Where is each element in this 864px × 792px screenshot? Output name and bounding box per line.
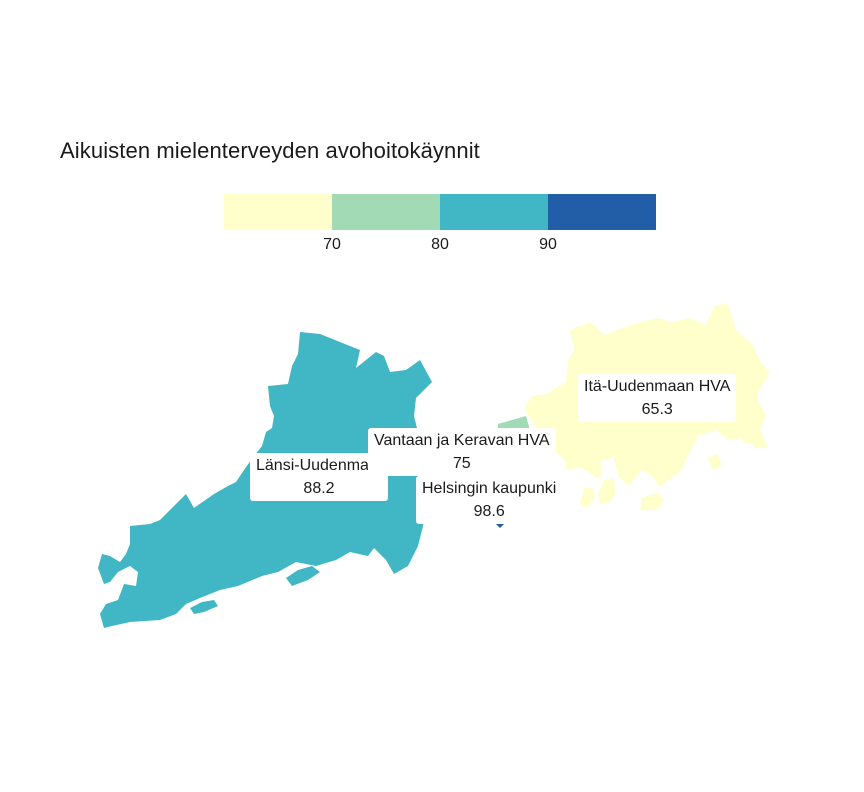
label-ita-uusimaa-name: Itä-Uudenmaan HVA bbox=[584, 378, 731, 395]
legend-tick-90: 90 bbox=[539, 236, 557, 253]
label-ita-uusimaa: Itä-Uudenmaan HVA 65.3 bbox=[578, 374, 737, 422]
label-helsinki-value: 98.6 bbox=[473, 503, 505, 520]
legend-ticks: 70 80 90 bbox=[224, 236, 656, 258]
island-ita-2 bbox=[580, 488, 594, 508]
island-lansi-1 bbox=[286, 566, 320, 586]
island-lansi-2 bbox=[190, 600, 218, 614]
label-vantaa-kerava: Vantaan ja Keravan HVA 75 bbox=[368, 428, 556, 476]
legend-swatch-1 bbox=[224, 194, 332, 230]
legend-tick-70: 70 bbox=[323, 236, 341, 253]
island-ita-1 bbox=[598, 478, 616, 504]
label-lansi-uusimaa: Länsi-Uudenmaan HVA 88.2 bbox=[250, 453, 388, 501]
legend-swatch-2 bbox=[332, 194, 440, 230]
color-legend bbox=[224, 194, 656, 230]
legend-swatch-4 bbox=[548, 194, 656, 230]
island-ita-3 bbox=[640, 492, 664, 510]
label-lansi-uusimaa-name: Länsi-Uudenmaan HVA bbox=[256, 457, 388, 474]
map-title: Aikuisten mielenterveyden avohoitokäynni… bbox=[60, 138, 480, 163]
label-helsinki: Helsingin kaupunki 98.6 bbox=[416, 476, 563, 524]
label-lansi-uusimaa-value: 88.2 bbox=[303, 480, 335, 497]
island-ita-4 bbox=[708, 454, 722, 470]
legend-tick-80: 80 bbox=[431, 236, 449, 253]
label-vantaa-kerava-name: Vantaan ja Keravan HVA bbox=[374, 432, 550, 449]
label-vantaa-kerava-value: 75 bbox=[452, 455, 471, 472]
legend-swatch-3 bbox=[440, 194, 548, 230]
label-ita-uusimaa-value: 65.3 bbox=[641, 401, 673, 418]
island-lansi-3 bbox=[138, 562, 152, 590]
label-helsinki-name: Helsingin kaupunki bbox=[422, 480, 557, 497]
island-ita-5 bbox=[742, 432, 756, 444]
